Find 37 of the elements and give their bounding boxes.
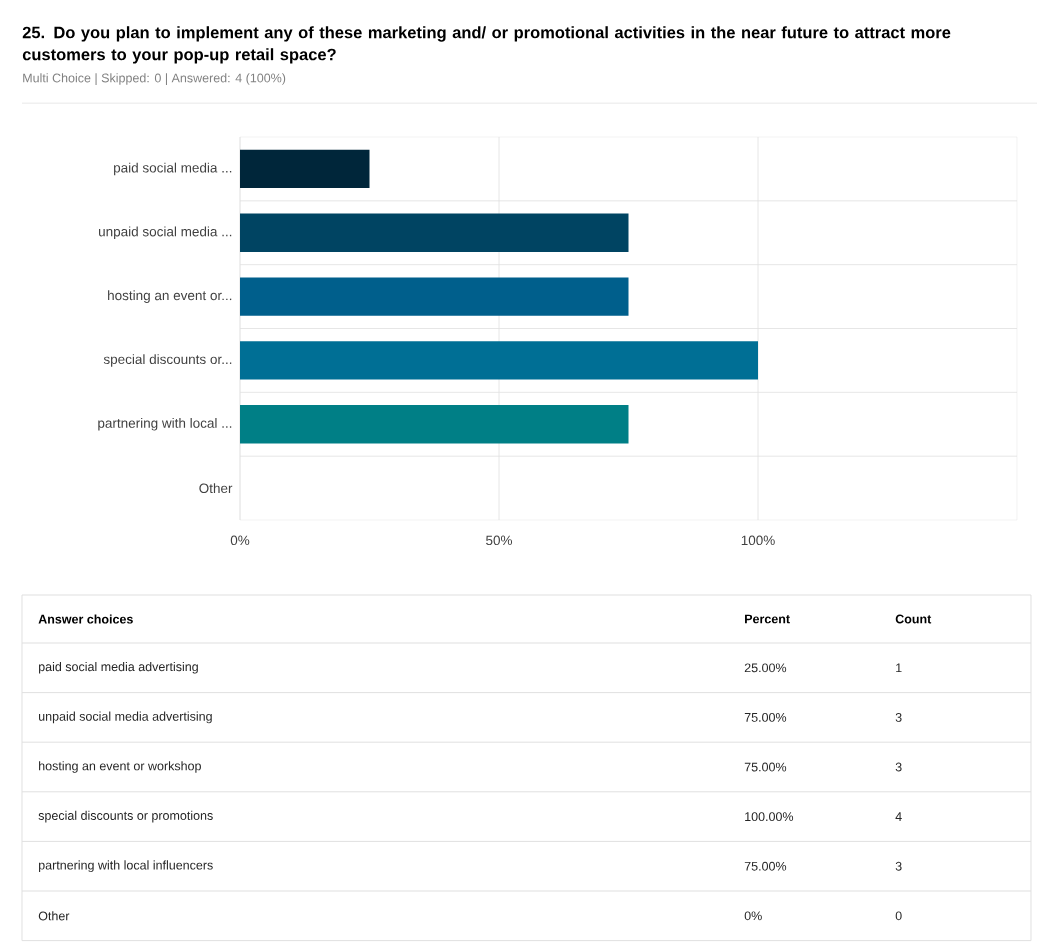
y-tick-label: unpaid social media ... [99,226,232,240]
x-tick-label: 0% [230,535,250,546]
data-label: 1 [896,663,902,673]
data-label: 3 [895,762,902,772]
y-tick-label: special discounts or... [103,354,232,367]
data-label: 75.00% [744,712,787,722]
data-label: 0 [895,911,902,921]
category-label: unpaid social media advertising [39,711,212,724]
data-label: 3 [895,861,902,871]
y-tick-label: partnering with local ... [98,417,232,431]
data-label: 4 [895,812,902,821]
chart-title: 25. Do you plan to implement any of these marketing and/ or promotional activities in the near future to attract more customers to your pop-up retail space? [22,26,951,64]
x-tick-label: 50% [486,535,513,546]
bar [240,149,370,189]
data-label: 100.00% [745,812,794,822]
category-label: Other [38,911,70,921]
chart-subtitle: Multi Choice | Skipped: 0 | Answered: 4 (100%) [23,73,286,85]
bar [240,405,629,444]
data-label: 25.00% [744,663,787,673]
y-tick-label: hosting an event or... [108,290,232,303]
category-label: partnering with local influencers [39,860,213,873]
y-tick-label: Other [199,483,233,494]
category-label: paid social media advertising [39,661,198,674]
bar [240,213,629,252]
data-label: 3 [895,712,902,722]
data-label: 75.00% [744,861,787,871]
text: Count [895,614,932,624]
bar [240,341,758,380]
data-label: 75.00% [744,762,787,772]
data-label: 0% [744,911,762,921]
category-label: special discounts or promotions [38,810,213,823]
category-label: hosting an event or workshop [39,761,201,773]
bar [240,277,629,316]
y-tick-label: paid social media ... [114,162,232,176]
x-tick-label: 100% [741,535,775,546]
legend-title: Answer choices [38,614,133,624]
text: Percent [745,614,790,624]
